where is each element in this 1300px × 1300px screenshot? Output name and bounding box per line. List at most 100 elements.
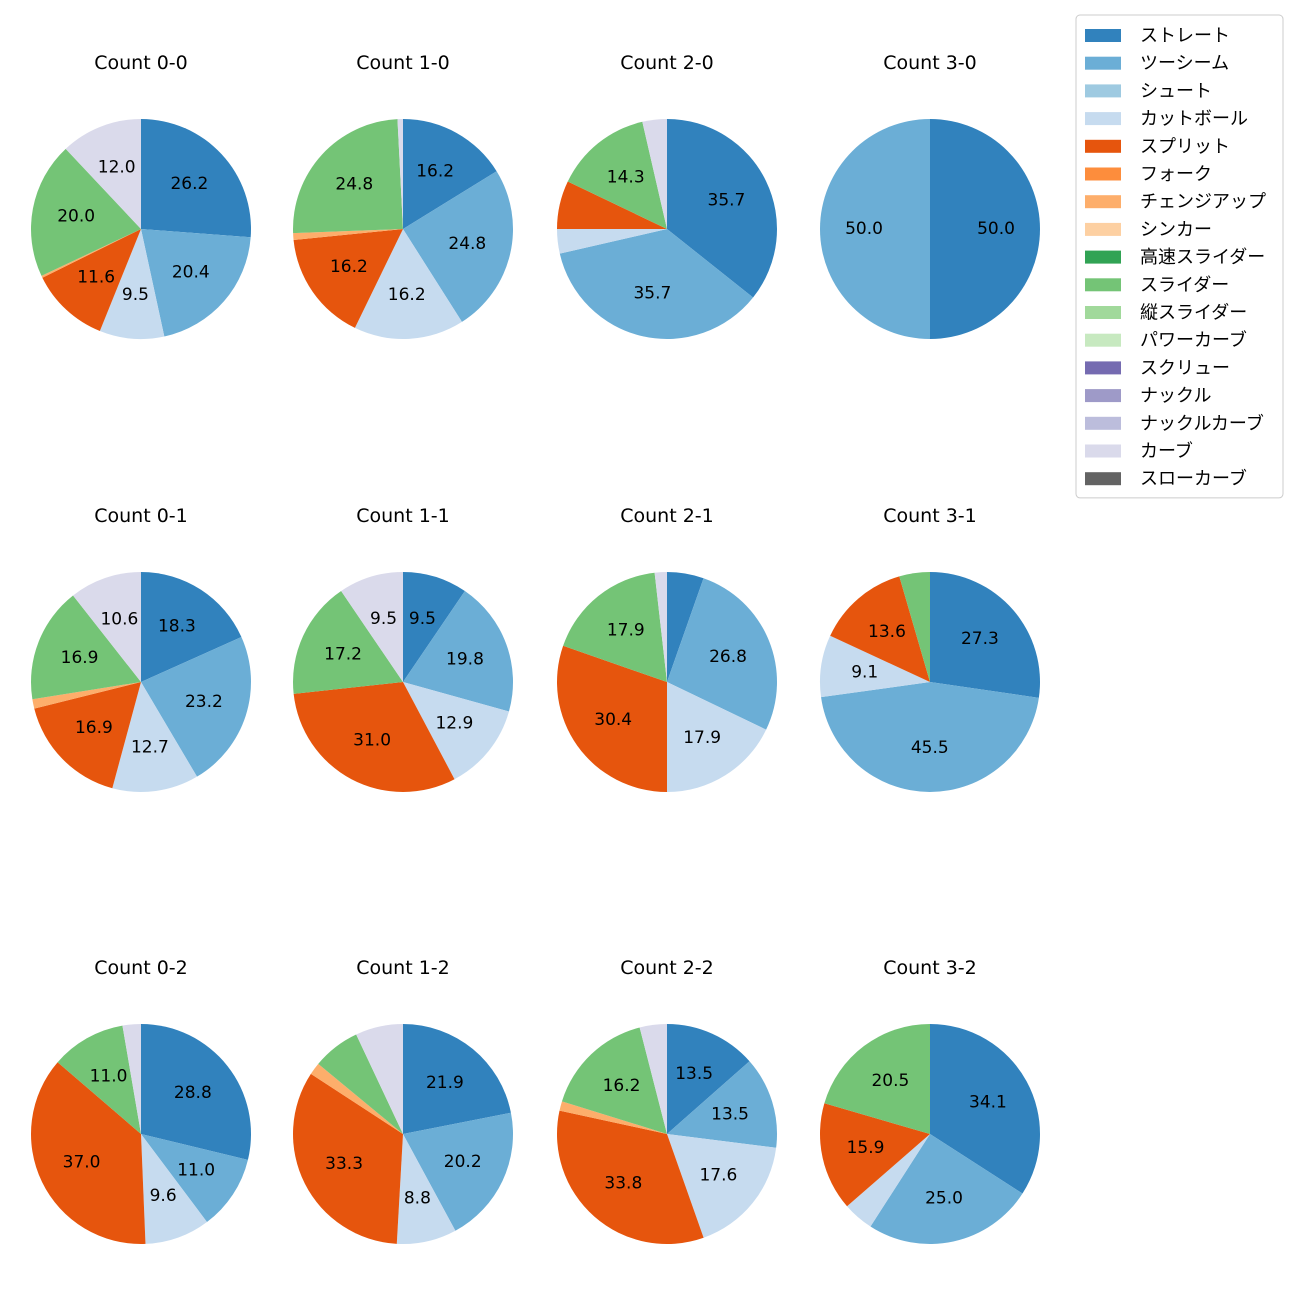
slice-label: 12.7: [131, 737, 169, 757]
pie-slice: [42, 229, 141, 332]
pie-slice: [820, 635, 930, 698]
legend-item: フォーク: [1085, 164, 1212, 185]
slice-label: 9.5: [122, 285, 149, 305]
legend-item: スクリュー: [1085, 358, 1230, 379]
pie-slice: [654, 572, 667, 682]
pie-slice: [667, 572, 704, 682]
pie-title: Count 0-1: [94, 505, 188, 527]
pie-slice: [403, 682, 509, 780]
pie-slice: [141, 119, 252, 238]
slice-label: 8.8: [404, 1188, 431, 1208]
pie-slice: [310, 1063, 403, 1134]
pie-7: Count 2-1 26.8 17.9 30.4 17.9: [556, 505, 777, 792]
pies-group: Count 0-0 26.2 20.4 9.5 11.6 20.0 12.0 Count 1-…: [30, 52, 1040, 1245]
slice-label: 11.0: [90, 1067, 128, 1087]
pie-slice: [293, 682, 455, 792]
pie-slice: [639, 1024, 667, 1134]
pie-slice: [667, 1134, 777, 1238]
pie-title: Count 2-2: [620, 957, 714, 979]
pie-title: Count 2-1: [620, 505, 714, 527]
pie-12: Count 3-2 34.1 25.0 15.9 20.5: [820, 957, 1040, 1244]
pie-slice: [73, 572, 141, 682]
legend-item: ツーシーム: [1085, 53, 1229, 74]
legend-swatch: [1085, 112, 1121, 126]
legend-item: スローカーブ: [1085, 468, 1247, 490]
pie-slice: [667, 1024, 750, 1134]
legend-swatch: [1085, 84, 1121, 98]
pie-slice: [341, 572, 403, 682]
legend-swatch: [1085, 333, 1121, 347]
pie-5: Count 0-118.323.212.716.916.910.6: [31, 505, 252, 792]
pie-slice: [667, 682, 767, 792]
legend-item: スライダー: [1085, 275, 1229, 296]
pie-1: Count 0-0 26.2 20.4 9.5 11.6 20.0 12.0: [30, 52, 252, 339]
slice-label: 16.2: [330, 257, 368, 277]
pie-title: Count 3-1: [883, 505, 977, 527]
pie-slice: [31, 595, 142, 700]
slice-label: 20.4: [172, 262, 210, 282]
legend-label: スライダー: [1140, 275, 1229, 296]
legend-label: パワーカーブ: [1140, 329, 1247, 351]
slice-label: 17.2: [324, 644, 362, 664]
slice-label: 16.9: [61, 648, 99, 668]
pie-slice: [870, 1134, 1023, 1244]
slice-label: 24.8: [335, 174, 373, 194]
legend-item: ナックルカーブ: [1085, 412, 1264, 434]
pie-title: Count 3-0: [883, 52, 977, 74]
pie-title: Count 3-2: [883, 957, 977, 979]
slice-label: 13.5: [711, 1105, 749, 1125]
slice-label: 35.7: [708, 190, 746, 210]
legend-label: ストレート: [1140, 26, 1230, 47]
slice-label: 50.0: [845, 219, 883, 239]
pie-slice: [112, 682, 197, 792]
pie-9: Count 0-228.811.09.637.011.0: [30, 957, 251, 1244]
legend-swatch: [1085, 139, 1121, 153]
slice-label: 19.8: [446, 649, 484, 669]
slice-label: 16.2: [388, 285, 426, 305]
legend-swatch: [1085, 389, 1121, 403]
legend-swatch: [1085, 444, 1121, 458]
legend-label: ナックル: [1140, 386, 1211, 407]
pie-slice: [403, 572, 465, 682]
slice-label: 17.6: [699, 1165, 737, 1185]
slice-label: 13.6: [868, 622, 906, 642]
legend-label: 縦スライダー: [1140, 303, 1247, 324]
slice-label: 31.0: [353, 730, 391, 750]
slice-label: 11.0: [177, 1160, 215, 1180]
legend-swatch: [1085, 416, 1121, 430]
slice-label: 14.3: [607, 167, 645, 187]
slice-label: 9.6: [150, 1186, 177, 1206]
slice-label: 25.0: [925, 1188, 963, 1208]
legend-swatch: [1085, 361, 1121, 375]
slice-label: 18.3: [158, 617, 196, 637]
pie-slice: [667, 578, 777, 730]
pie-slice: [403, 591, 513, 712]
slice-label: 34.1: [969, 1092, 1007, 1112]
pie-slice: [667, 1061, 777, 1148]
slice-label: 9.1: [851, 662, 878, 682]
pie-8: Count 3-1 27.3 45.5 9.1 13.6: [820, 505, 1040, 793]
legend-swatch: [1085, 195, 1121, 209]
legend-label: 高速スライダー: [1140, 247, 1265, 268]
legend-frame: [1075, 14, 1284, 499]
legend-label: スクリュー: [1140, 358, 1230, 379]
pie-slice: [32, 682, 142, 709]
pie-slice: [403, 119, 497, 229]
slice-label: 10.6: [100, 610, 138, 630]
slice-label: 9.5: [409, 609, 436, 629]
slice-label: 11.6: [77, 267, 115, 287]
legend-label: チェンジアップ: [1140, 192, 1266, 213]
slice-label: 21.9: [426, 1073, 464, 1093]
pie-slice: [403, 171, 513, 322]
pie-slice: [567, 121, 667, 229]
legend-swatch: [1085, 472, 1121, 486]
slice-label: 13.5: [675, 1064, 713, 1084]
slice-label: 16.2: [603, 1076, 641, 1096]
pie-title: Count 0-2: [94, 957, 188, 979]
pie-slice: [820, 1103, 930, 1207]
legend-item: パワーカーブ: [1085, 329, 1247, 351]
pie-slice: [830, 576, 930, 682]
pie-slice: [559, 1101, 667, 1134]
pie-slice: [141, 637, 252, 777]
